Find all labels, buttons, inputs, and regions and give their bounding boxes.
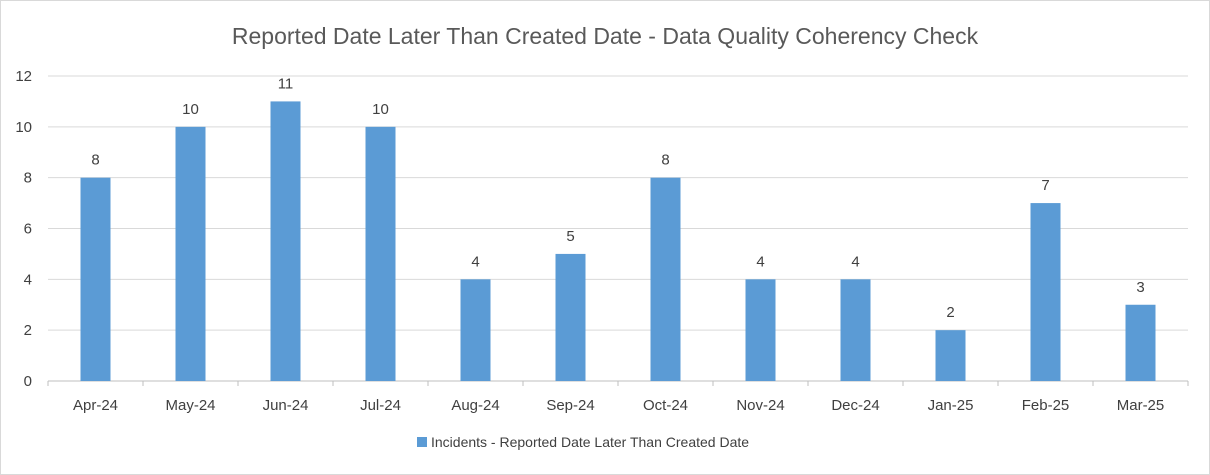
bar-dec-24 bbox=[840, 279, 871, 381]
x-tick-label: Sep-24 bbox=[546, 397, 594, 414]
x-tick-label: Jun-24 bbox=[263, 397, 309, 414]
data-label: 4 bbox=[756, 253, 764, 270]
data-labels: 8 10 11 10 4 5 8 4 4 2 7 3 bbox=[91, 75, 1144, 321]
legend: Incidents - Reported Date Later Than Cre… bbox=[417, 434, 749, 450]
bar-jan-25 bbox=[935, 330, 966, 381]
y-tick-label: 12 bbox=[15, 68, 32, 85]
bar-apr-24 bbox=[80, 177, 111, 381]
data-label: 3 bbox=[1136, 279, 1144, 296]
x-tick-label: May-24 bbox=[165, 397, 215, 414]
bar-nov-24 bbox=[745, 279, 776, 381]
y-tick-label: 2 bbox=[24, 322, 32, 339]
x-tick-label: Feb-25 bbox=[1022, 397, 1070, 414]
data-label: 4 bbox=[471, 253, 479, 270]
x-tick-label: Mar-25 bbox=[1117, 397, 1165, 414]
bar-jun-24 bbox=[270, 101, 301, 382]
y-tick-label: 8 bbox=[24, 170, 32, 187]
x-tick-label: Apr-24 bbox=[73, 397, 118, 414]
data-label: 10 bbox=[372, 101, 389, 118]
y-tick-label: 4 bbox=[24, 271, 32, 288]
data-label: 5 bbox=[566, 228, 574, 245]
x-tick-label: Jan-25 bbox=[928, 397, 974, 414]
x-tick-label: Jul-24 bbox=[360, 397, 401, 414]
data-label: 10 bbox=[182, 101, 199, 118]
x-tick-label: Nov-24 bbox=[736, 397, 784, 414]
data-label: 4 bbox=[851, 253, 859, 270]
bar-oct-24 bbox=[650, 177, 681, 381]
data-label: 7 bbox=[1041, 177, 1049, 194]
legend-swatch bbox=[417, 437, 427, 447]
bar-feb-25 bbox=[1030, 203, 1061, 381]
y-tick-label: 10 bbox=[15, 119, 32, 136]
data-label: 11 bbox=[278, 75, 294, 92]
y-tick-label: 6 bbox=[24, 221, 32, 238]
legend-label: Incidents - Reported Date Later Than Cre… bbox=[431, 434, 749, 450]
x-tick-label: Dec-24 bbox=[831, 397, 879, 414]
data-label: 2 bbox=[946, 304, 954, 321]
x-tick-label: Aug-24 bbox=[451, 397, 499, 414]
bar-may-24 bbox=[175, 126, 206, 381]
axes: 0 2 4 6 8 10 12 Apr-24 May-24 Jun-24 Jul-24 Aug-24 S… bbox=[15, 68, 1189, 414]
bar-mar-25 bbox=[1125, 304, 1156, 381]
gridlines bbox=[48, 75, 1188, 331]
bar-sep-24 bbox=[555, 253, 586, 381]
bar-aug-24 bbox=[460, 279, 491, 381]
x-tick-label: Oct-24 bbox=[643, 397, 688, 414]
data-label: 8 bbox=[661, 152, 669, 169]
bar-series bbox=[80, 101, 1156, 382]
bar-jul-24 bbox=[365, 126, 396, 381]
y-tick-label: 0 bbox=[24, 373, 32, 390]
chart-title: Reported Date Later Than Created Date - … bbox=[232, 23, 979, 49]
data-label: 8 bbox=[91, 152, 99, 169]
